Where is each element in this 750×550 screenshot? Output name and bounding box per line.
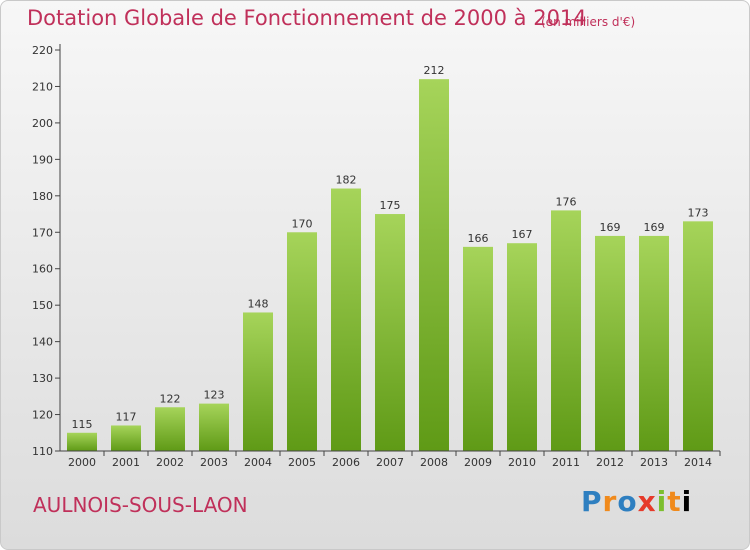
- chart-unit: (en milliers d'€): [541, 15, 636, 29]
- data-label: 212: [424, 64, 445, 77]
- x-axis: 2000 2001 2002 2003 2004 2005 2006 2007 2008 2009…: [60, 450, 721, 469]
- x-tick-label: 2005: [288, 456, 316, 469]
- x-tick-label: 2002: [156, 456, 184, 469]
- logo-letter: x: [637, 485, 657, 518]
- logo-letter: i: [656, 485, 668, 518]
- y-tick-label: 210: [32, 80, 53, 93]
- y-tick-label: 160: [32, 263, 53, 276]
- proxiti-logo: Proxiti: [581, 485, 692, 518]
- x-tick-label: 2003: [200, 456, 228, 469]
- data-label: 148: [248, 297, 269, 310]
- data-label: 117: [116, 410, 137, 423]
- bar: [375, 214, 405, 451]
- bar: [683, 221, 713, 451]
- y-tick-label: 200: [32, 117, 53, 130]
- x-tick-label: 2012: [596, 456, 624, 469]
- x-tick-label: 2006: [332, 456, 360, 469]
- bar: [595, 235, 625, 451]
- data-label: 167: [512, 228, 533, 241]
- data-label: 166: [468, 232, 489, 245]
- bar: [199, 403, 229, 451]
- x-tick-label: 2011: [552, 456, 580, 469]
- logo-letter: i: [681, 485, 693, 518]
- data-label: 122: [160, 392, 181, 405]
- data-label: 169: [644, 221, 665, 234]
- bar: [155, 407, 185, 451]
- bar: [331, 188, 361, 451]
- bar: [463, 246, 493, 451]
- bar: [419, 79, 449, 451]
- bar: [507, 243, 537, 451]
- y-tick-label: 150: [32, 299, 53, 312]
- y-tick-label: 220: [32, 44, 53, 57]
- x-tick-label: 2004: [244, 456, 272, 469]
- bar: [551, 210, 581, 451]
- x-tick-label: 2010: [508, 456, 536, 469]
- x-tick-label: 2007: [376, 456, 404, 469]
- y-tick-label: 120: [32, 409, 53, 422]
- data-label: 169: [600, 221, 621, 234]
- y-tick-label: 110: [32, 445, 53, 458]
- x-tick-label: 2013: [640, 456, 668, 469]
- bars: 115 117 122 123 148 170 182 175 212 166 167 176 169 1…: [67, 64, 713, 451]
- logo-letter: r: [602, 485, 618, 518]
- x-tick-label: 2000: [68, 456, 96, 469]
- logo-letter: o: [617, 485, 638, 518]
- bar: [243, 312, 273, 451]
- x-tick-label: 2001: [112, 456, 140, 469]
- commune-name: AULNOIS-SOUS-LAON: [33, 493, 248, 517]
- data-label: 115: [72, 418, 93, 431]
- y-tick-label: 130: [32, 372, 53, 385]
- logo-letter: t: [667, 485, 682, 518]
- x-tick-label: 2008: [420, 456, 448, 469]
- bar: [67, 432, 97, 451]
- y-tick-label: 140: [32, 336, 53, 349]
- chart-title: Dotation Globale de Fonctionnement de 20…: [27, 6, 587, 30]
- y-tick-label: 180: [32, 190, 53, 203]
- logo-letter: P: [581, 485, 603, 518]
- bar: [111, 425, 141, 451]
- data-label: 170: [292, 217, 313, 230]
- data-label: 123: [204, 389, 225, 402]
- data-label: 175: [380, 199, 401, 212]
- x-tick-label: 2014: [684, 456, 712, 469]
- y-axis: 110 120 130 140 150 160 170 180 190 200 210 220: [32, 44, 61, 458]
- bar: [639, 235, 669, 451]
- data-label: 173: [688, 206, 709, 219]
- x-tick-label: 2009: [464, 456, 492, 469]
- bar: [287, 232, 317, 451]
- y-tick-label: 170: [32, 226, 53, 239]
- y-tick-label: 190: [32, 153, 53, 166]
- data-label: 182: [336, 174, 357, 187]
- data-label: 176: [556, 195, 577, 208]
